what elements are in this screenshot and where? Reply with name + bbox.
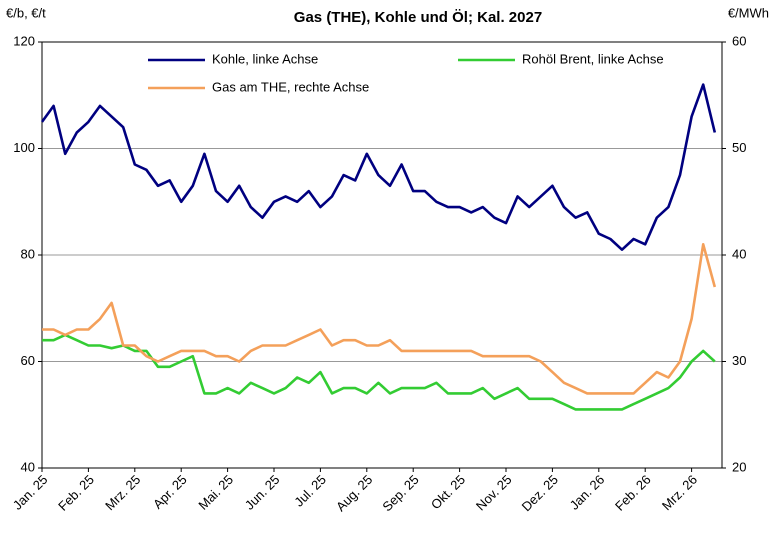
x-tick-label: Jul. 25 — [291, 472, 329, 510]
y-axis-unit: €/b, €/t — [6, 5, 46, 20]
x-tick-label: Aug. 25 — [333, 472, 375, 514]
series-line — [42, 333, 716, 411]
x-tick-label: Sep. 25 — [379, 472, 421, 514]
x-tick-label: Okt. 25 — [428, 472, 468, 512]
y2-tick-label: 60 — [732, 33, 746, 48]
y2-tick-label: 40 — [732, 246, 746, 261]
y-tick-label: 120 — [13, 33, 35, 48]
y-tick-label: 40 — [21, 459, 35, 474]
x-tick-label: Feb. 26 — [612, 472, 654, 514]
x-tick-label: Mrz. 25 — [102, 472, 143, 513]
y2-tick-label: 20 — [732, 459, 746, 474]
series-line — [40, 83, 717, 251]
x-tick-label: Apr. 25 — [150, 472, 190, 512]
y2-tick-label: 30 — [732, 353, 746, 368]
chart-title: Gas (THE), Kohle und Öl; Kal. 2027 — [294, 9, 542, 26]
x-tick-label: Feb. 25 — [55, 472, 97, 514]
legend-label: Gas am THE, rechte Achse — [212, 79, 369, 94]
y2-tick-label: 50 — [732, 140, 746, 155]
y2-axis-unit: €/MWh — [728, 5, 769, 20]
x-tick-label: Jan. 25 — [10, 472, 51, 513]
y-tick-label: 100 — [13, 140, 35, 155]
plot-frame — [41, 41, 723, 469]
y-tick-label: 80 — [21, 246, 35, 261]
x-tick-label: Mai. 25 — [195, 472, 236, 513]
x-tick-label: Dez. 25 — [519, 472, 561, 514]
y-tick-label: 60 — [21, 353, 35, 368]
x-tick-label: Jun. 25 — [242, 472, 283, 513]
x-tick-label: Mrz. 26 — [659, 472, 700, 513]
legend-label: Kohle, linke Achse — [212, 51, 318, 66]
x-tick-label: Jan. 26 — [567, 472, 608, 513]
x-tick-label: Nov. 25 — [473, 472, 515, 514]
series-line — [42, 243, 717, 395]
legend-label: Rohöl Brent, linke Achse — [522, 51, 664, 66]
